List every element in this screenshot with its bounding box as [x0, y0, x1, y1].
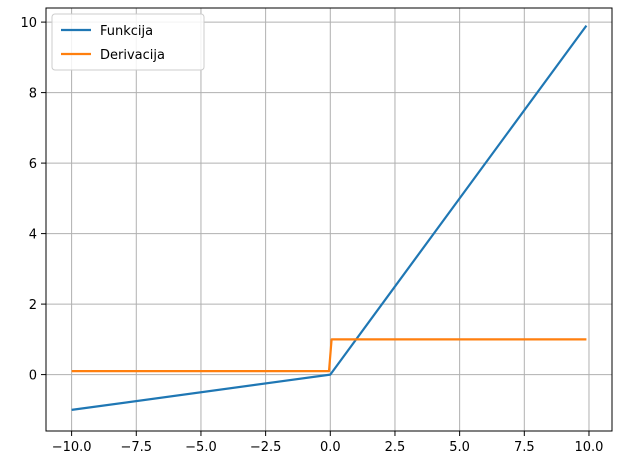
x-tick-label: 10.0	[575, 440, 604, 455]
x-tick-label: −10.0	[52, 440, 92, 455]
y-axis-ticks: 0 2 4 6 8 10	[20, 16, 46, 384]
series-line-funkcija	[71, 24, 588, 411]
y-tick-label: 6	[29, 157, 37, 172]
x-tick-label: 0.0	[320, 440, 341, 455]
series-lines	[71, 24, 588, 411]
y-tick-label: 8	[29, 87, 37, 102]
y-tick-label: 4	[29, 228, 37, 243]
series-line-derivacija	[71, 338, 587, 373]
x-tick-label: −5.0	[185, 440, 217, 455]
y-tick-label: 2	[29, 298, 37, 313]
y-tick-label: 10	[20, 16, 37, 31]
x-tick-label: 5.0	[449, 440, 470, 455]
axes-frame	[45, 7, 613, 432]
x-tick-label: −2.5	[250, 440, 282, 455]
legend-label-derivacija: Derivacija	[100, 48, 165, 63]
legend-box	[51, 13, 205, 71]
legend: Funkcija Derivacija	[51, 13, 205, 71]
y-tick-label: 0	[29, 369, 37, 384]
x-tick-label: 7.5	[514, 440, 535, 455]
legend-label-funkcija: Funkcija	[100, 24, 153, 39]
x-axis-ticks: −10.0 −7.5 −5.0 −2.5 0.0 2.5 5.0 7.5 10.0	[52, 431, 604, 455]
x-tick-label: −7.5	[120, 440, 152, 455]
x-tick-label: 2.5	[385, 440, 406, 455]
